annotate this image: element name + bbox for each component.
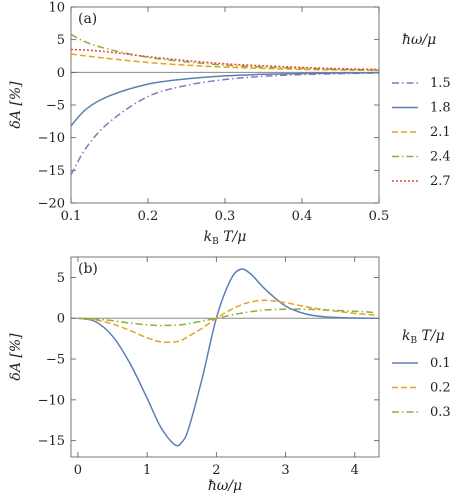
- y-tick-label: −15: [38, 164, 65, 179]
- legend-label: 0.1: [430, 356, 451, 371]
- y-tick-label: 10: [48, 1, 65, 16]
- legend-label: 2.4: [430, 150, 451, 165]
- y-tick-label: −15: [38, 434, 65, 449]
- series-line-2.4: [71, 33, 379, 71]
- x-tick-label: 0.1: [61, 209, 82, 224]
- panel-b: 0 1 2 3 4 5 0 −5 −10 −15 (b) ħω/μ δA [%] kB T/μ 0.1 0.2…: [8, 256, 451, 494]
- y-axis-label: δA [%]: [8, 333, 24, 381]
- legend-label: 0.3: [430, 405, 451, 420]
- x-tick-label: 4: [351, 463, 359, 478]
- y-tick-label: −10: [38, 393, 65, 408]
- panel-label: (a): [78, 11, 97, 27]
- y-tick-label: −5: [46, 99, 65, 114]
- series-line-2.1: [71, 53, 379, 72]
- y-tick-label: 5: [57, 33, 65, 48]
- x-tick-label: 0.4: [292, 209, 313, 224]
- x-tick-label: 1: [143, 463, 151, 478]
- series-line-1.5: [71, 72, 379, 176]
- legend-title: kB T/μ: [402, 328, 445, 346]
- legend-title: ħω/μ: [402, 32, 436, 48]
- panel-a: 0.1 0.2 0.3 0.4 0.5 10 5 0 −5 −10 −15 −20 (a) kB T/μ δ…: [8, 1, 451, 248]
- y-axis-label: δA [%]: [8, 81, 24, 129]
- series-line-1.8: [71, 71, 379, 127]
- x-axis-label: kB T/μ: [204, 229, 247, 247]
- x-tick-label: 0.2: [138, 209, 159, 224]
- x-tick-label: 2: [212, 463, 220, 478]
- series-line-0.1: [77, 268, 376, 447]
- y-tick-label: −5: [46, 353, 65, 368]
- series-line-0.3: [77, 308, 376, 327]
- legend-label: 2.7: [430, 174, 451, 189]
- y-tick-label: −10: [38, 131, 65, 146]
- series-line-2.7: [71, 48, 379, 71]
- legend-label: 2.1: [430, 125, 451, 140]
- x-tick-label: 0.5: [369, 209, 390, 224]
- x-tick-label: 0.3: [215, 209, 236, 224]
- panel-label: (b): [78, 261, 98, 277]
- plot-frame: [70, 6, 380, 204]
- legend-label: 0.2: [430, 381, 451, 396]
- x-tick-label: 3: [281, 463, 289, 478]
- legend-label: 1.8: [430, 101, 451, 116]
- series-line-0.2: [77, 299, 376, 344]
- y-tick-label: −20: [38, 197, 65, 212]
- y-tick-label: 0: [57, 66, 65, 81]
- plot-frame: [70, 256, 380, 458]
- x-tick-label: 0: [74, 463, 82, 478]
- legend-label: 1.5: [430, 76, 451, 91]
- y-tick-label: 5: [57, 271, 65, 286]
- x-axis-label: ħω/μ: [208, 478, 242, 494]
- y-tick-label: 0: [57, 312, 65, 327]
